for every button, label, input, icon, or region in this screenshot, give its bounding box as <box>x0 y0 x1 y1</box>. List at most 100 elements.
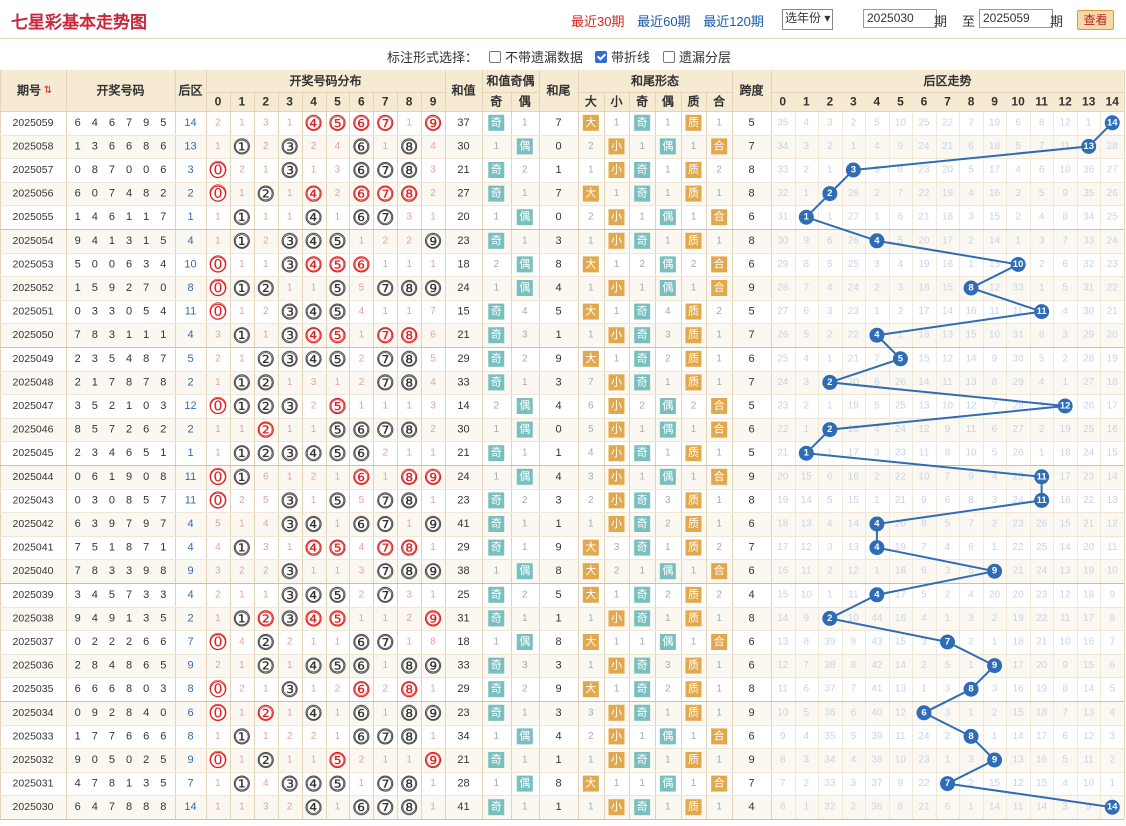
dist-miss: 2 <box>335 188 341 199</box>
dist-circle <box>305 445 322 462</box>
dist-hit: ⓪ <box>209 467 227 487</box>
dist-circle <box>401 539 418 556</box>
row-period: 2025051 <box>13 306 54 318</box>
oe-tag <box>488 681 505 698</box>
back-miss: 7 <box>874 353 880 364</box>
back-miss: 13 <box>1107 495 1119 506</box>
checkbox-layer[interactable] <box>663 51 675 63</box>
tab-recent-30[interactable]: 最近30期 <box>571 14 625 29</box>
dist-hit-number: ⑦ <box>377 798 393 818</box>
oe-miss: 1 <box>522 802 528 813</box>
dist-hit: ⑥ <box>353 137 370 157</box>
dist-circle <box>257 279 274 297</box>
oe-tag <box>516 280 533 296</box>
row-span: 9 <box>748 471 754 483</box>
back-miss: 3 <box>1039 235 1045 246</box>
tf-tag-text: 偶 <box>662 423 673 436</box>
tf-tag-text: 质 <box>688 375 699 388</box>
row-span: 6 <box>748 211 754 223</box>
back-miss: 4 <box>804 117 810 128</box>
oe-tag <box>488 185 505 202</box>
option-layer[interactable]: 遗漏分层 <box>663 47 731 66</box>
tf-tag <box>659 398 676 414</box>
back-miss: 22 <box>777 424 789 435</box>
back-miss: 12 <box>777 660 789 671</box>
tf-tag <box>608 327 625 344</box>
dist-circle <box>209 468 227 485</box>
row-tail: 7 <box>555 117 561 129</box>
row-tail: 9 <box>555 683 561 695</box>
back-miss: 15 <box>1083 660 1095 671</box>
dist-hit: ⑧ <box>401 538 418 558</box>
tf-miss: 1 <box>639 471 645 482</box>
header-odd: 奇 <box>490 94 502 109</box>
checkbox-line[interactable] <box>595 51 607 63</box>
back-hit-number: 14 <box>1107 802 1118 813</box>
tf-tag-text: 偶 <box>662 635 673 648</box>
option-line[interactable]: 带折线 <box>595 47 650 66</box>
dist-hit-number: ④ <box>305 609 321 629</box>
dist-hit: ⓪ <box>209 491 227 511</box>
back-miss: 2 <box>851 802 857 813</box>
dist-hit-number: ⑥ <box>353 680 369 700</box>
dist-hit: ⑧ <box>401 137 418 157</box>
oe-tag <box>488 516 505 532</box>
dist-circle <box>281 610 298 627</box>
back-miss: 12 <box>989 283 1001 294</box>
tf-miss: 1 <box>639 637 645 648</box>
back-hit-number: 13 <box>1083 141 1094 152</box>
tab-recent-60[interactable]: 最近60期 <box>637 14 691 29</box>
dist-circle <box>353 114 370 131</box>
dist-hit: ⑥ <box>353 798 370 818</box>
dist-hit-number: ⑥ <box>353 515 369 535</box>
back-miss: 6 <box>827 471 833 482</box>
dist-hit-number: ⑤ <box>329 751 345 771</box>
row-span: 5 <box>748 117 754 129</box>
tf-tag-text: 合 <box>714 728 725 742</box>
dist-miss: 1 <box>406 259 412 270</box>
back-miss: 2 <box>1039 259 1045 270</box>
tf-tag <box>582 681 599 698</box>
from-period-input[interactable]: 2025030 <box>863 9 937 28</box>
back-miss: 6 <box>921 566 927 577</box>
oe-tag <box>516 563 533 580</box>
tf-tag <box>634 704 651 721</box>
header-back-num: 0 <box>779 95 786 109</box>
dist-miss: 1 <box>311 684 317 695</box>
back-miss: 6 <box>1039 165 1045 176</box>
tf-tag <box>711 209 728 226</box>
back-miss: 21 <box>1083 519 1095 530</box>
dist-miss: 2 <box>287 637 293 648</box>
dist-hit-number: ④ <box>305 585 321 605</box>
option-no-miss[interactable]: 不带遗漏数据 <box>489 47 583 66</box>
back-miss: 8 <box>780 755 786 766</box>
dist-miss: 7 <box>430 306 436 317</box>
year-select[interactable]: 选年份 ▾ <box>782 9 834 30</box>
dist-miss: 1 <box>287 660 293 671</box>
row-span: 8 <box>748 494 754 506</box>
checkbox-no-miss[interactable] <box>489 51 501 63</box>
back-miss: 33 <box>1083 235 1095 246</box>
query-button[interactable]: 查看 <box>1077 10 1114 30</box>
tab-recent-120[interactable]: 最近120期 <box>703 14 764 29</box>
dist-circle <box>281 138 298 155</box>
back-miss: 17 <box>918 306 930 317</box>
dist-hit: ⑤ <box>329 420 346 440</box>
back-miss: 6 <box>827 235 833 246</box>
dist-miss: 1 <box>215 141 221 152</box>
dist-miss: 1 <box>359 778 365 789</box>
dist-hit: ⓪ <box>209 751 227 771</box>
oe-tag-text: 奇 <box>491 305 502 318</box>
row-sum: 21 <box>457 754 469 766</box>
dist-hit-number: ④ <box>305 798 321 818</box>
dist-hit-number: ⑧ <box>401 798 417 818</box>
row-back: 13 <box>184 140 196 152</box>
dist-hit-number: ② <box>258 703 274 723</box>
back-miss: 21 <box>1107 306 1119 317</box>
back-miss: 3 <box>804 377 810 388</box>
to-period-input[interactable]: 2025059 <box>979 9 1053 28</box>
dist-hit: ⑦ <box>377 727 394 747</box>
row-sum: 21 <box>457 329 469 341</box>
dist-circle <box>257 657 274 674</box>
oe-tag <box>488 657 505 674</box>
